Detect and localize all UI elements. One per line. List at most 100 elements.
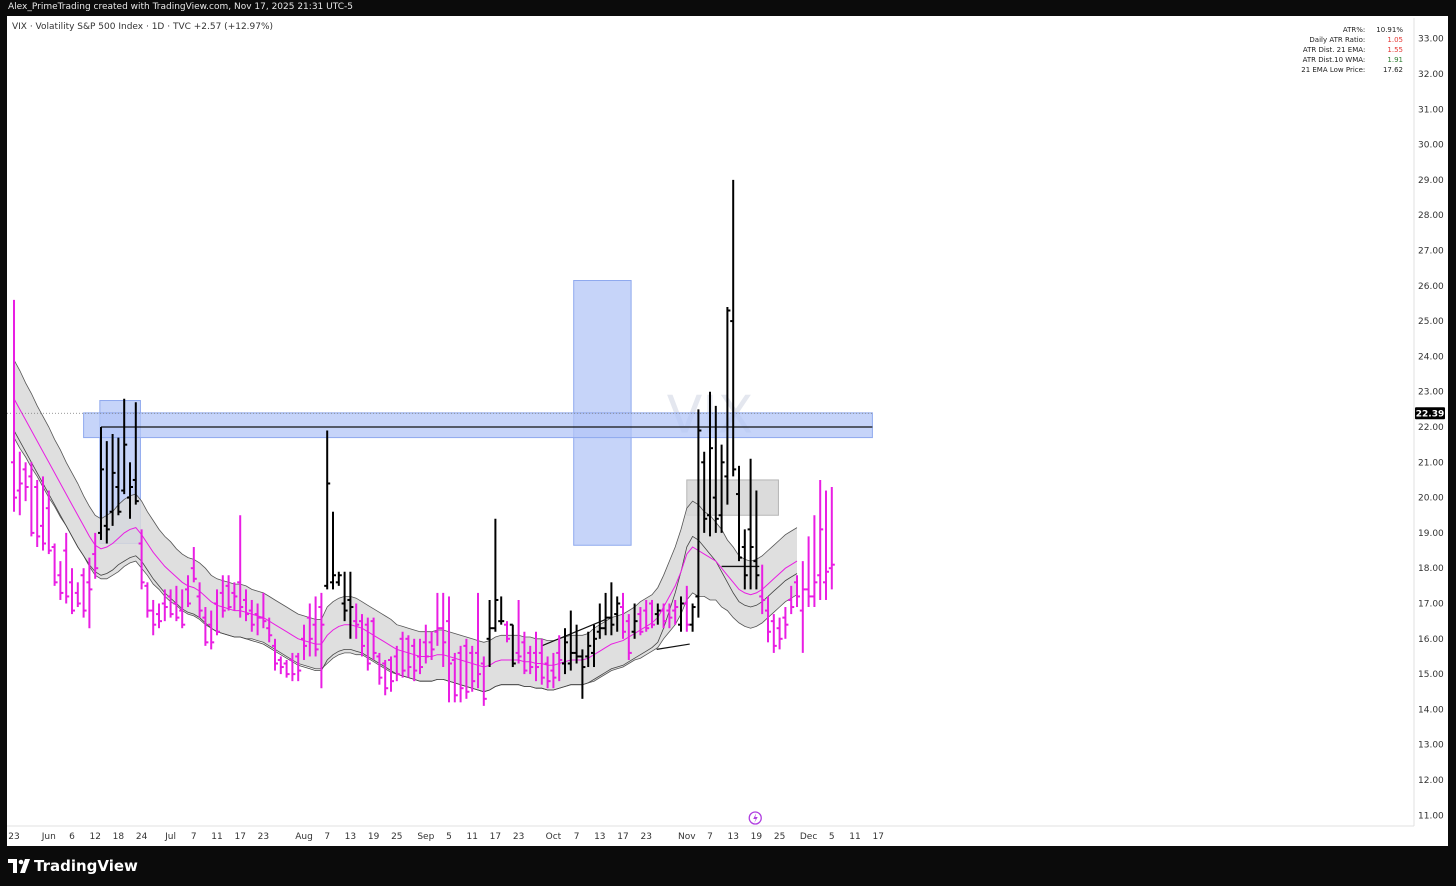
ohlc-bar[interactable]: [231, 582, 238, 611]
ohlc-bar[interactable]: [649, 599, 655, 629]
ohlc-bar[interactable]: [266, 617, 273, 643]
ohlc-bar[interactable]: [98, 427, 104, 540]
ohlc-bar[interactable]: [562, 628, 568, 675]
ohlc-bar[interactable]: [208, 610, 215, 650]
ohlc-bar[interactable]: [254, 603, 261, 636]
ohlc-bar[interactable]: [57, 561, 64, 600]
ohlc-bar[interactable]: [498, 596, 505, 625]
ohlc-bar[interactable]: [782, 607, 789, 639]
ohlc-bar[interactable]: [701, 451, 708, 533]
ohlc-bar[interactable]: [121, 398, 128, 495]
ohlc-bar[interactable]: [353, 603, 360, 639]
ohlc-bar[interactable]: [736, 465, 742, 562]
ohlc-bar[interactable]: [753, 490, 760, 590]
ohlc-bar[interactable]: [109, 434, 116, 526]
ohlc-bar[interactable]: [260, 592, 267, 629]
ohlc-bar[interactable]: [312, 596, 319, 657]
ohlc-bar[interactable]: [550, 652, 557, 689]
ohlc-bar[interactable]: [434, 592, 441, 646]
ohlc-bar[interactable]: [51, 543, 58, 586]
ohlc-bar[interactable]: [335, 571, 342, 586]
ohlc-bar[interactable]: [475, 592, 481, 689]
ohlc-bar[interactable]: [318, 592, 325, 689]
ohlc-bar[interactable]: [480, 656, 487, 706]
ohlc-bar[interactable]: [196, 582, 203, 618]
ohlc-bar[interactable]: [828, 487, 835, 590]
ohlc-bar[interactable]: [527, 645, 534, 675]
ohlc-bar[interactable]: [666, 603, 673, 629]
ohlc-bar[interactable]: [672, 599, 679, 625]
ohlc-bar[interactable]: [69, 568, 75, 615]
ohlc-bar[interactable]: [440, 592, 447, 668]
ohlc-bar[interactable]: [759, 564, 766, 615]
ohlc-bar[interactable]: [306, 603, 313, 657]
ohlc-bar[interactable]: [115, 437, 122, 516]
ohlc-bar[interactable]: [283, 659, 290, 678]
ohlc-bar[interactable]: [393, 645, 400, 682]
ohlc-bar[interactable]: [214, 589, 220, 636]
ohlc-bar[interactable]: [11, 299, 17, 512]
ohlc-bar[interactable]: [272, 638, 278, 671]
ohlc-bar[interactable]: [370, 617, 377, 660]
ohlc-bar[interactable]: [602, 592, 609, 636]
ohlc-bar[interactable]: [521, 631, 528, 675]
trend-line[interactable]: [656, 643, 690, 650]
ohlc-bar[interactable]: [567, 610, 574, 671]
ohlc-bar[interactable]: [608, 582, 615, 636]
ohlc-bar[interactable]: [237, 515, 244, 618]
ohlc-bar[interactable]: [538, 638, 545, 685]
ohlc-bar[interactable]: [747, 458, 754, 590]
ohlc-bar[interactable]: [190, 547, 197, 583]
ohlc-bar[interactable]: [127, 462, 133, 519]
ohlc-bar[interactable]: [150, 599, 157, 636]
ohlc-bar[interactable]: [34, 479, 41, 548]
lightning-icon[interactable]: [748, 811, 762, 825]
ohlc-bar[interactable]: [156, 603, 162, 629]
ohlc-bar[interactable]: [40, 476, 46, 551]
ohlc-bar[interactable]: [794, 575, 800, 608]
blue-zone[interactable]: [83, 412, 873, 439]
ohlc-bar[interactable]: [63, 532, 70, 604]
ohlc-bar[interactable]: [144, 582, 151, 618]
ohlc-bar[interactable]: [492, 518, 499, 632]
ohlc-bar[interactable]: [643, 599, 650, 632]
ohlc-bar[interactable]: [243, 589, 249, 622]
ohlc-bar[interactable]: [422, 624, 429, 664]
ohlc-bar[interactable]: [417, 638, 423, 675]
ohlc-bar[interactable]: [823, 490, 829, 600]
ohlc-bar[interactable]: [770, 614, 777, 653]
ohlc-bar[interactable]: [399, 631, 406, 678]
ohlc-bar[interactable]: [817, 479, 824, 600]
ohlc-bar[interactable]: [614, 596, 621, 632]
ohlc-bar[interactable]: [86, 557, 93, 629]
ohlc-bar[interactable]: [654, 603, 661, 625]
ohlc-bar[interactable]: [544, 656, 551, 689]
ohlc-bar[interactable]: [591, 624, 597, 668]
ohlc-bar[interactable]: [788, 585, 795, 615]
ohlc-bar[interactable]: [469, 645, 476, 692]
ohlc-bar[interactable]: [596, 603, 603, 639]
ohlc-bar[interactable]: [660, 603, 667, 629]
ohlc-bar[interactable]: [695, 409, 702, 618]
ohlc-bar[interactable]: [341, 571, 348, 622]
ohlc-bar[interactable]: [330, 511, 336, 590]
ohlc-bar[interactable]: [463, 638, 470, 699]
ohlc-bar[interactable]: [376, 652, 383, 685]
ohlc-bar[interactable]: [382, 659, 389, 696]
ohlc-bar[interactable]: [92, 532, 99, 579]
ohlc-bar[interactable]: [637, 607, 644, 636]
symbol-legend[interactable]: VIX · Volatility S&P 500 Index · 1D · TV…: [12, 22, 273, 32]
tradingview-logo[interactable]: TradingView: [8, 857, 138, 875]
ohlc-bar[interactable]: [301, 624, 307, 660]
ohlc-bar[interactable]: [509, 623, 516, 668]
ohlc-bar[interactable]: [80, 568, 87, 618]
ohlc-bar[interactable]: [103, 441, 110, 544]
ohlc-bar[interactable]: [718, 444, 725, 533]
ohlc-bar[interactable]: [579, 649, 586, 699]
ohlc-bar[interactable]: [678, 596, 684, 632]
ohlc-bar[interactable]: [22, 462, 29, 502]
ohlc-bar[interactable]: [167, 589, 174, 618]
ohlc-bar[interactable]: [45, 490, 52, 555]
ohlc-bar[interactable]: [573, 624, 580, 664]
ohlc-bar[interactable]: [277, 656, 284, 675]
